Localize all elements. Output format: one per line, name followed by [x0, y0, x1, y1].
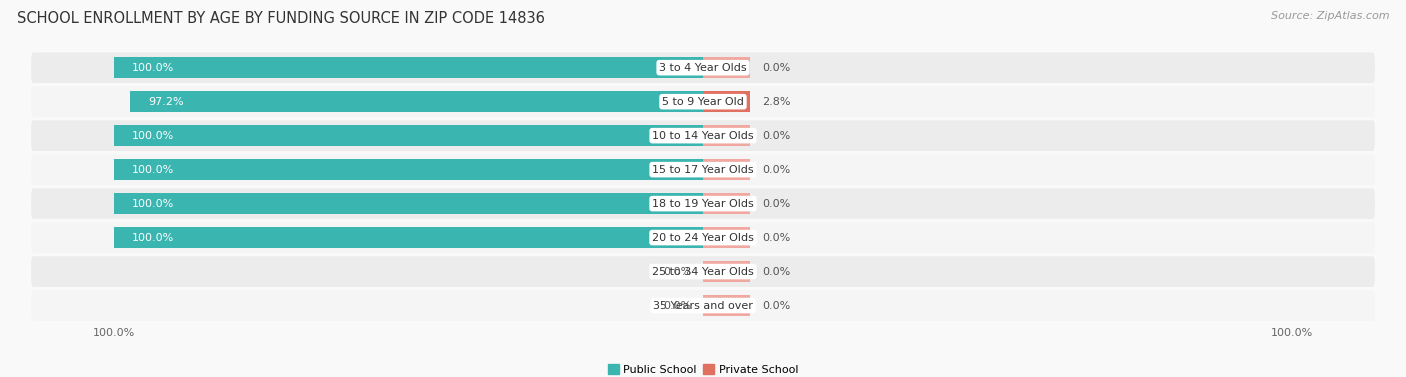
Text: 100.0%: 100.0% — [131, 199, 173, 208]
Text: 0.0%: 0.0% — [762, 199, 790, 208]
Bar — [703, 159, 751, 180]
Bar — [703, 125, 751, 146]
Text: 0.0%: 0.0% — [762, 300, 790, 311]
Text: 18 to 19 Year Olds: 18 to 19 Year Olds — [652, 199, 754, 208]
Text: 100.0%: 100.0% — [131, 233, 173, 242]
Legend: Public School, Private School: Public School, Private School — [603, 360, 803, 377]
Text: 10 to 14 Year Olds: 10 to 14 Year Olds — [652, 131, 754, 141]
Text: 0.0%: 0.0% — [762, 131, 790, 141]
Text: 20 to 24 Year Olds: 20 to 24 Year Olds — [652, 233, 754, 242]
Text: 97.2%: 97.2% — [148, 97, 184, 107]
Text: 100.0%: 100.0% — [131, 165, 173, 175]
Bar — [703, 295, 751, 316]
Bar — [703, 193, 751, 214]
Text: 0.0%: 0.0% — [762, 165, 790, 175]
Text: 3 to 4 Year Olds: 3 to 4 Year Olds — [659, 63, 747, 73]
Text: 25 to 34 Year Olds: 25 to 34 Year Olds — [652, 267, 754, 277]
FancyBboxPatch shape — [31, 120, 1375, 151]
FancyBboxPatch shape — [31, 188, 1375, 219]
Text: 0.0%: 0.0% — [762, 267, 790, 277]
Bar — [114, 125, 703, 146]
Bar — [703, 57, 751, 78]
Text: 0.0%: 0.0% — [664, 267, 692, 277]
Text: 5 to 9 Year Old: 5 to 9 Year Old — [662, 97, 744, 107]
Text: 15 to 17 Year Olds: 15 to 17 Year Olds — [652, 165, 754, 175]
Bar — [131, 91, 703, 112]
FancyBboxPatch shape — [31, 222, 1375, 253]
Bar — [114, 159, 703, 180]
Text: SCHOOL ENROLLMENT BY AGE BY FUNDING SOURCE IN ZIP CODE 14836: SCHOOL ENROLLMENT BY AGE BY FUNDING SOUR… — [17, 11, 544, 26]
FancyBboxPatch shape — [31, 52, 1375, 83]
Bar — [703, 91, 751, 112]
FancyBboxPatch shape — [31, 290, 1375, 321]
Bar — [703, 261, 751, 282]
Bar — [114, 57, 703, 78]
Text: 100.0%: 100.0% — [131, 63, 173, 73]
Text: 0.0%: 0.0% — [664, 300, 692, 311]
FancyBboxPatch shape — [31, 86, 1375, 117]
FancyBboxPatch shape — [31, 154, 1375, 185]
Bar — [114, 227, 703, 248]
FancyBboxPatch shape — [31, 256, 1375, 287]
Bar — [114, 193, 703, 214]
Text: 35 Years and over: 35 Years and over — [652, 300, 754, 311]
Bar — [703, 227, 751, 248]
Text: 2.8%: 2.8% — [762, 97, 790, 107]
Text: 100.0%: 100.0% — [131, 131, 173, 141]
Text: 0.0%: 0.0% — [762, 233, 790, 242]
Text: 0.0%: 0.0% — [762, 63, 790, 73]
Text: Source: ZipAtlas.com: Source: ZipAtlas.com — [1271, 11, 1389, 21]
